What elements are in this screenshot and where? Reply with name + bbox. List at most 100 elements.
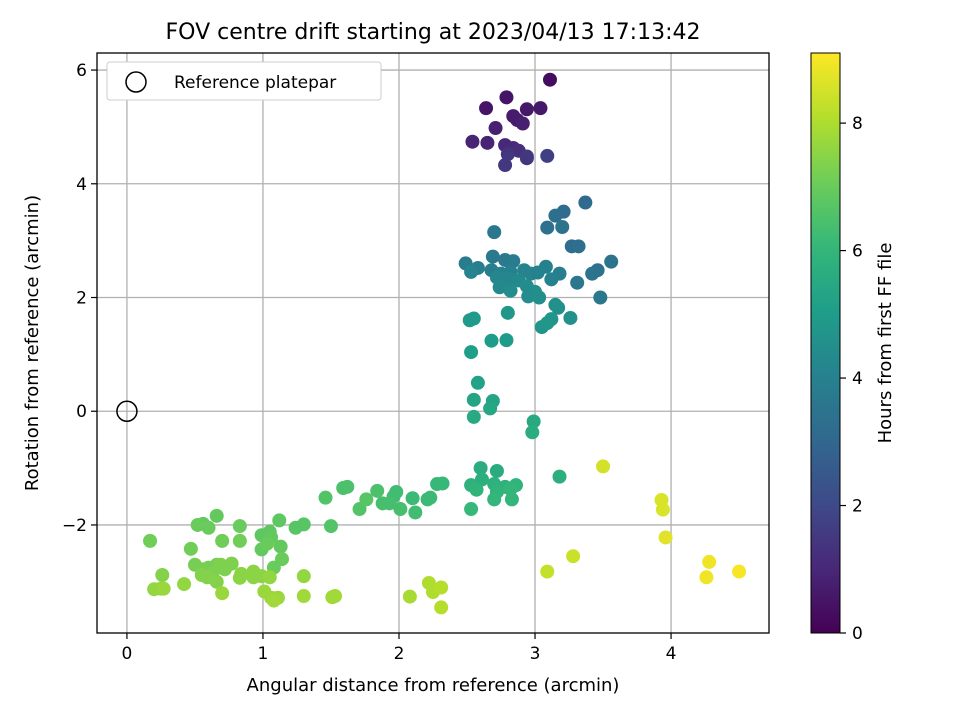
data-point: [540, 564, 555, 579]
data-point: [156, 581, 171, 596]
data-point: [578, 195, 593, 210]
data-point: [434, 600, 449, 615]
data-point: [402, 589, 417, 604]
colorbar-ticks: 0 2 4 6 8: [840, 114, 863, 644]
data-point: [464, 502, 479, 517]
data-point: [500, 147, 515, 162]
data-point: [464, 345, 479, 360]
x-axis-ticks: 0 1 2 3 4: [122, 633, 677, 664]
data-point: [288, 520, 303, 535]
data-point: [503, 482, 518, 497]
data-point: [328, 589, 343, 604]
data-point: [266, 593, 281, 608]
data-point: [542, 72, 557, 87]
data-point: [499, 333, 514, 348]
data-point: [323, 519, 338, 534]
y-tick-label: 0: [76, 402, 87, 422]
data-point: [585, 266, 600, 281]
data-point: [466, 392, 481, 407]
legend-reference-label: Reference platepar: [174, 73, 336, 93]
data-point: [232, 533, 247, 548]
legend-box: [106, 61, 382, 101]
data-point: [430, 477, 445, 492]
data-point: [521, 289, 536, 304]
colorbar-tick-label: 4: [852, 369, 863, 389]
legend-reference-marker: [125, 71, 147, 93]
data-point: [555, 220, 570, 234]
data-point: [544, 272, 559, 287]
data-point: [540, 220, 555, 235]
data-point: [465, 134, 480, 149]
data-point: [466, 311, 481, 326]
data-point: [177, 577, 192, 592]
data-point: [503, 283, 518, 298]
data-point: [262, 570, 277, 585]
colorbar-tick-label: 6: [852, 242, 863, 262]
data-point: [382, 496, 397, 511]
data-point: [525, 425, 540, 440]
data-point: [209, 574, 224, 589]
data-point: [483, 401, 498, 416]
data-point: [296, 569, 311, 584]
data-point: [538, 259, 553, 274]
data-point: [480, 135, 495, 150]
y-axis-ticks: −2 0 2 4 6: [62, 61, 97, 536]
data-point: [470, 375, 485, 390]
colorbar: [810, 52, 841, 634]
data-point: [201, 520, 216, 535]
y-axis-label: Rotation from reference (arcmin): [22, 195, 43, 491]
x-tick-label: 3: [530, 644, 541, 664]
data-point: [215, 586, 230, 601]
colorbar-tick-label: 2: [852, 497, 863, 517]
data-point: [318, 490, 333, 505]
data-point: [469, 482, 484, 497]
data-point: [655, 502, 670, 517]
data-point: [552, 469, 567, 484]
reference-point: [116, 400, 138, 422]
x-tick-label: 1: [258, 644, 269, 664]
data-point: [499, 90, 514, 105]
data-points: [143, 72, 747, 615]
reference-platepar-marker: [116, 400, 138, 422]
data-point: [479, 101, 494, 116]
data-point: [466, 409, 481, 424]
y-tick-label: 2: [76, 289, 87, 309]
y-tick-label: 6: [76, 61, 87, 81]
data-point: [487, 225, 502, 240]
x-tick-label: 0: [122, 644, 133, 664]
data-point: [209, 508, 224, 523]
data-point: [143, 533, 158, 548]
colorbar-tick-label: 0: [852, 624, 863, 644]
data-point: [732, 564, 747, 579]
data-point: [702, 554, 717, 569]
data-point: [566, 549, 581, 564]
data-point: [260, 536, 275, 551]
plot-frame: [96, 52, 770, 634]
data-point: [464, 264, 479, 279]
data-point: [273, 539, 288, 554]
x-axis-label: Angular distance from reference (arcmin): [247, 675, 620, 696]
data-point: [370, 483, 385, 498]
data-point: [519, 102, 534, 117]
y-tick-label: −2: [62, 516, 87, 536]
colorbar-tick-label: 8: [852, 114, 863, 134]
legend: Reference platepar: [106, 61, 382, 101]
data-point: [485, 249, 500, 264]
x-tick-label: 4: [666, 644, 677, 664]
data-point: [571, 239, 586, 254]
data-point: [336, 481, 351, 495]
data-point: [434, 580, 449, 595]
x-tick-label: 2: [394, 644, 405, 664]
data-point: [405, 491, 420, 506]
data-point: [232, 519, 247, 534]
data-point: [515, 116, 530, 131]
data-point: [489, 463, 504, 478]
data-point: [504, 492, 519, 507]
data-point: [533, 101, 548, 116]
data-point: [593, 290, 608, 305]
data-point: [232, 570, 247, 585]
data-point: [563, 310, 578, 325]
data-point: [526, 414, 541, 429]
